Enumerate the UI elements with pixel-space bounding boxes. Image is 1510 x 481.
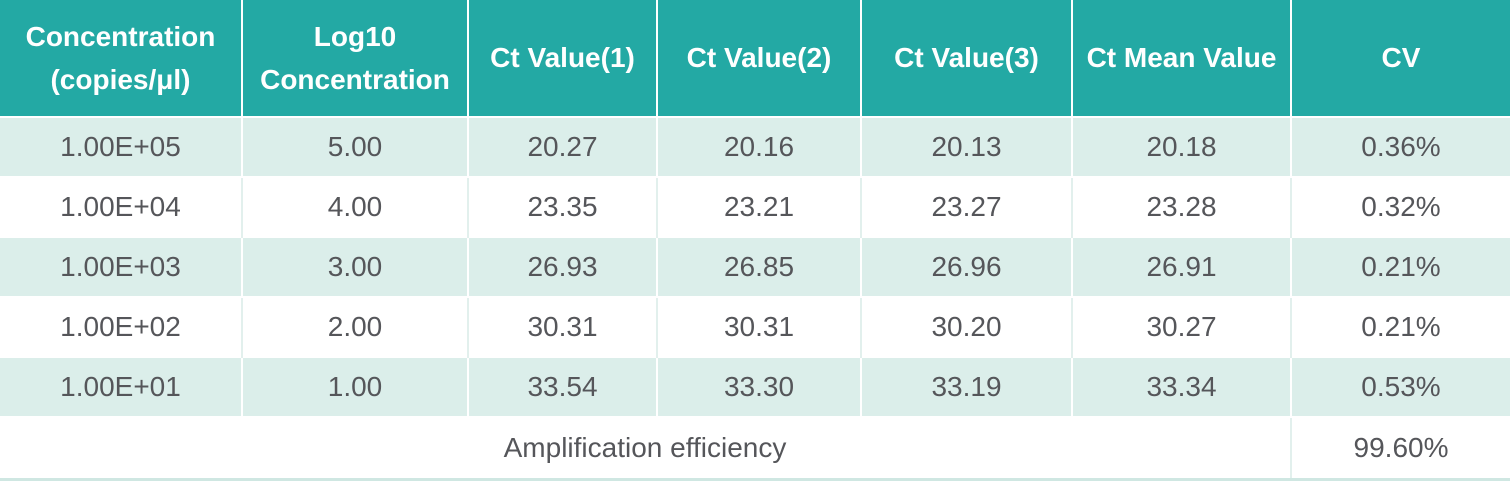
header-line: Log10 [313, 20, 397, 52]
table-cell: 20.18 [1071, 116, 1291, 178]
table-body: 1.00E+05 5.00 20.27 20.16 20.13 20.18 0.… [0, 116, 1510, 480]
column-header-cv: CV [1290, 0, 1510, 117]
table-cell: 23.27 [860, 177, 1072, 237]
header-line: Ct Mean Value [1086, 42, 1277, 74]
table-cell: 0.21% [1290, 236, 1510, 298]
table-cell: 26.96 [860, 236, 1072, 298]
header-line: CV [1381, 42, 1421, 74]
table-cell: 26.93 [467, 236, 657, 298]
column-header-concentration: Concentration (copies/μl) [0, 0, 242, 117]
table-cell: 0.53% [1290, 356, 1510, 418]
table-cell: 5.00 [241, 116, 468, 178]
table-cell: 20.27 [467, 116, 657, 178]
table-cell: 1.00E+05 [0, 116, 242, 178]
table-row: 1.00E+03 3.00 26.93 26.85 26.96 26.91 0.… [0, 236, 1510, 298]
table-cell: 30.31 [467, 297, 657, 357]
table-cell: 20.13 [860, 116, 1072, 178]
table-cell: 20.16 [656, 116, 861, 178]
table-cell: 4.00 [241, 177, 468, 237]
table-cell: 3.00 [241, 236, 468, 298]
table-cell: 33.30 [656, 356, 861, 418]
table-cell: 0.32% [1290, 177, 1510, 237]
table-header: Concentration (copies/μl) Log10 Concentr… [0, 0, 1510, 117]
table-cell: 23.28 [1071, 177, 1291, 237]
header-line: Concentration [25, 20, 216, 52]
header-line: Ct Value(3) [894, 42, 1039, 74]
header-line: Ct Value(1) [490, 42, 635, 74]
column-header-ct-value-1: Ct Value(1) [467, 0, 657, 117]
header-row: Concentration (copies/μl) Log10 Concentr… [0, 0, 1510, 117]
amplification-efficiency-row: Amplification efficiency 99.60% [0, 417, 1510, 480]
table-cell: 1.00 [241, 356, 468, 418]
table-cell: 1.00E+01 [0, 356, 242, 418]
table-row: 1.00E+04 4.00 23.35 23.21 23.27 23.28 0.… [0, 177, 1510, 237]
table-cell: 23.21 [656, 177, 861, 237]
table-cell: 0.36% [1290, 116, 1510, 178]
column-header-ct-mean-value: Ct Mean Value [1071, 0, 1291, 117]
table-cell: 0.21% [1290, 297, 1510, 357]
amplification-efficiency-label: Amplification efficiency [0, 417, 1291, 480]
table-cell: 1.00E+04 [0, 177, 242, 237]
table-row: 1.00E+05 5.00 20.27 20.16 20.13 20.18 0.… [0, 116, 1510, 178]
column-header-ct-value-3: Ct Value(3) [860, 0, 1072, 117]
table-cell: 33.54 [467, 356, 657, 418]
table-cell: 26.91 [1071, 236, 1291, 298]
table-cell: 30.20 [860, 297, 1072, 357]
table-cell: 26.85 [656, 236, 861, 298]
table-cell: 1.00E+02 [0, 297, 242, 357]
table-row: 1.00E+01 1.00 33.54 33.30 33.19 33.34 0.… [0, 356, 1510, 418]
table-row: 1.00E+02 2.00 30.31 30.31 30.20 30.27 0.… [0, 297, 1510, 357]
table-cell: 2.00 [241, 297, 468, 357]
header-line: (copies/μl) [50, 64, 191, 95]
table-cell: 33.34 [1071, 356, 1291, 418]
header-line: Concentration [260, 64, 450, 95]
table-cell: 1.00E+03 [0, 236, 242, 298]
column-header-log10-concentration: Log10 Concentration [241, 0, 468, 117]
header-line: Ct Value(2) [686, 42, 832, 74]
table-cell: 23.35 [467, 177, 657, 237]
table-cell: 30.31 [656, 297, 861, 357]
amplification-efficiency-value: 99.60% [1290, 417, 1510, 480]
column-header-ct-value-2: Ct Value(2) [656, 0, 861, 117]
table-cell: 30.27 [1071, 297, 1291, 357]
table-cell: 33.19 [860, 356, 1072, 418]
